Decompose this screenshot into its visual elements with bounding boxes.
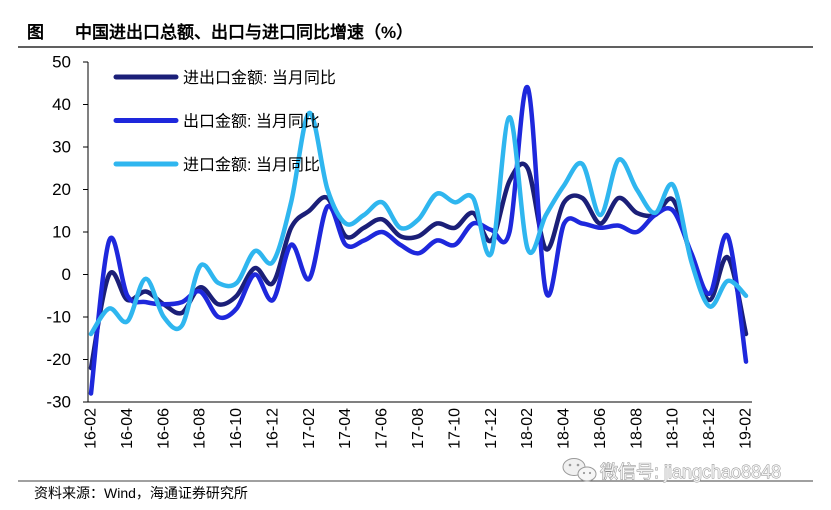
imports-yoy-line (88, 110, 749, 337)
y-tick-label: -20 (46, 350, 71, 369)
legend-item-imports: 进口金额: 当月同比 (113, 156, 320, 174)
total-trade-yoy-line (88, 161, 749, 371)
legend-label-total-trade: 进出口金额: 当月同比 (183, 69, 336, 87)
watermark-text: 微信号: jiangchao8848 (600, 462, 781, 482)
y-axis: 50 40 30 20 10 0 -10 -20 -30 (46, 53, 89, 412)
legend-item-total-trade: 进出口金额: 当月同比 (113, 69, 336, 87)
x-tick-label: 18-04 (556, 408, 573, 449)
x-tick-label: 17-12 (483, 408, 500, 449)
x-tick-label: 17-02 (301, 408, 318, 449)
y-tick-label: -30 (46, 393, 71, 412)
x-tick-label: 18-10 (665, 408, 682, 449)
x-tick-label: 17-08 (410, 408, 427, 449)
chart-title: 中国进出口总额、出口与进口同比增速（%） (75, 22, 413, 42)
x-tick-label: 18-02 (519, 408, 536, 449)
x-tick-label: 17-10 (446, 408, 463, 449)
wechat-icon (562, 458, 597, 482)
y-tick-label: 10 (52, 223, 71, 242)
legend-item-exports: 出口金额: 当月同比 (113, 113, 320, 131)
x-tick-label: 16-06 (155, 408, 172, 449)
x-tick-label: 17-04 (337, 408, 354, 449)
y-tick-label: 30 (52, 138, 71, 157)
x-tick-label: 18-12 (701, 408, 718, 449)
series-lines (88, 85, 749, 396)
x-tick-label: 16-10 (228, 408, 245, 449)
watermark: 微信号: jiangchao8848 (562, 458, 782, 482)
x-axis: 16-02 16-04 16-06 16-08 16-10 16-12 17-02 17-04… (83, 401, 755, 449)
x-tick-label: 16-08 (192, 408, 209, 449)
x-tick-label: 16-12 (264, 408, 281, 449)
legend-label-exports: 出口金额: 当月同比 (183, 113, 320, 131)
legend-label-imports: 进口金额: 当月同比 (183, 156, 320, 174)
x-tick-label: 16-02 (83, 408, 100, 449)
source-note: 资料来源：Wind，海通证券研究所 (34, 485, 248, 501)
legend: 进出口金额: 当月同比 出口金额: 当月同比 进口金额: 当月同比 (113, 69, 336, 174)
figure-label: 图 (27, 23, 44, 42)
y-tick-label: 20 (52, 180, 71, 199)
y-tick-label: 50 (52, 53, 71, 72)
x-tick-label: 18-08 (628, 408, 645, 449)
y-tick-label: 40 (52, 95, 71, 114)
exports-yoy-line (88, 85, 749, 396)
x-tick-label: 19-02 (738, 408, 755, 449)
x-tick-label: 16-04 (119, 408, 136, 449)
x-tick-label: 17-06 (374, 408, 391, 449)
y-tick-label: -10 (46, 308, 71, 327)
x-tick-label: 18-06 (592, 408, 609, 449)
y-tick-label: 0 (62, 265, 71, 284)
